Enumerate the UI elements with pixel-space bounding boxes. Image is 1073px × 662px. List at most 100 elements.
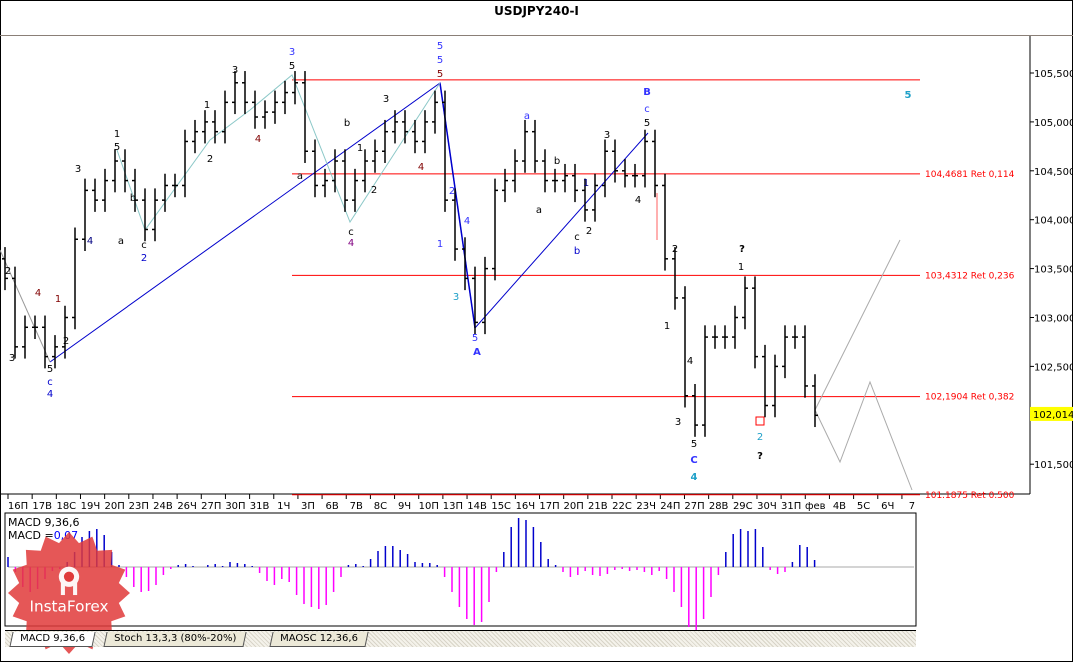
ohlc-bar — [252, 90, 258, 129]
wave-label: 5 — [437, 41, 443, 52]
target-marker — [755, 416, 765, 426]
ohlc-bar — [282, 80, 288, 115]
tab-stoch[interactable]: Stoch 13,3,3 (80%-20%) — [103, 632, 247, 647]
ohlc-bar — [72, 227, 78, 330]
ohlc-bar — [792, 325, 798, 349]
ohlc-bar — [602, 139, 608, 198]
current-price-label: 102,014 — [1033, 410, 1073, 421]
time-tick-label: 7В — [350, 501, 363, 512]
wave-label: C — [690, 455, 697, 466]
wave-label: 4 — [47, 389, 53, 400]
ohlc-bar — [642, 129, 648, 188]
time-tick-label: 6Ч — [881, 501, 894, 512]
ohlc-bar — [632, 163, 638, 188]
ohlc-bar — [722, 325, 728, 349]
ohlc-bar — [782, 325, 788, 379]
wave-label: 3 — [675, 417, 681, 428]
ohlc-bar — [562, 163, 568, 193]
ohlc-bar — [612, 139, 618, 183]
wave-label: 3 — [75, 164, 81, 175]
wave-label: 1 — [55, 294, 61, 305]
tab-macd[interactable]: MACD 9,36,6 — [9, 632, 96, 647]
time-tick-label: 26Ч — [177, 501, 197, 512]
wave-label: 4 — [418, 162, 424, 173]
time-tick-label: фев — [805, 501, 826, 512]
wave-label: a — [524, 111, 530, 122]
wave-label: 2 — [757, 432, 763, 443]
wave-label: 2 — [207, 154, 213, 165]
ohlc-bar — [312, 139, 318, 198]
ohlc-bar — [412, 119, 418, 154]
time-tick-label: 20П — [564, 501, 584, 512]
wave-line — [0, 249, 51, 363]
ohlc-bar — [592, 173, 598, 222]
watermark-text: InstaForex — [29, 597, 108, 615]
ohlc-bar — [742, 276, 748, 330]
time-tick-label: 7 — [909, 501, 915, 512]
tab-maosc[interactable]: MAOSC 12,36,6 — [269, 632, 369, 647]
time-tick-label: 29С — [733, 501, 753, 512]
wave-label: 2 — [63, 336, 69, 347]
wave-label: 2 — [672, 244, 678, 255]
ohlc-bar — [712, 325, 718, 349]
fib-level-label: 103,4312 Ret 0,236 — [925, 271, 1015, 281]
price-tick-label: 105,000 — [1034, 118, 1073, 129]
ohlc-bar — [152, 188, 158, 242]
ohlc-bar — [132, 168, 138, 212]
ohlc-bar — [352, 168, 358, 212]
wave-label: 5 — [47, 364, 53, 375]
ohlc-bar — [372, 139, 378, 173]
time-tick-label: 17П — [539, 501, 559, 512]
ohlc-bar — [652, 129, 658, 198]
ohlc-bar — [492, 178, 498, 281]
time-tick-label: 30Ч — [757, 501, 777, 512]
ohlc-bar — [422, 110, 428, 154]
wave-label: ? — [739, 244, 745, 255]
ohlc-bar — [442, 90, 448, 212]
ohlc-bar — [622, 159, 628, 188]
price-tick-label: 102,500 — [1034, 362, 1073, 373]
ohlc-bar — [662, 173, 668, 271]
wave-label: ? — [757, 451, 763, 462]
ohlc-bar — [382, 119, 388, 163]
time-tick-label: 30П — [225, 501, 245, 512]
time-tick-label: 27П — [201, 501, 221, 512]
wave-label: 1 — [583, 178, 589, 189]
ohlc-bar — [512, 149, 518, 193]
fib-level-label: 104,4681 Ret 0,114 — [925, 170, 1015, 180]
fib-level-label: 101.1875 Ret 0.500 — [925, 491, 1015, 501]
time-tick-label: 31П — [781, 501, 801, 512]
ohlc-bar — [762, 344, 768, 418]
fib-level-label: 102,1904 Ret 0,382 — [925, 393, 1014, 403]
ohlc-bar — [142, 188, 148, 242]
ohlc-bar — [402, 110, 408, 144]
wave-label: b — [344, 118, 350, 129]
ohlc-bar — [262, 100, 268, 129]
time-tick-label: 22С — [612, 501, 632, 512]
time-tick-label: 18С — [56, 501, 76, 512]
wave-label: c — [348, 227, 354, 238]
price-tick-label: 101,500 — [1034, 460, 1073, 471]
price-tick-label: 104,500 — [1034, 167, 1073, 178]
ohlc-bar — [232, 71, 238, 115]
time-tick-label: 16П — [8, 501, 28, 512]
wave-label: 3 — [383, 94, 389, 105]
wave-label: 4 — [348, 238, 354, 249]
ohlc-bar — [522, 119, 528, 173]
time-tick-label: 15С — [491, 501, 511, 512]
ohlc-bar — [682, 286, 688, 408]
wave-label: 4 — [87, 236, 93, 247]
ohlc-bar — [52, 335, 58, 369]
forecast-line — [814, 380, 913, 491]
wave-label: 5 — [114, 142, 120, 153]
time-tick-label: 24В — [153, 501, 173, 512]
ohlc-bar — [222, 90, 228, 144]
indicator-tabs: MACD 9,36,6 Stoch 13,3,3 (80%-20%) MAOSC… — [5, 630, 916, 647]
wave-label: 1 — [357, 143, 363, 154]
ohlc-bar — [122, 149, 128, 193]
price-tick-label: 105,500 — [1034, 69, 1073, 80]
macd-panel — [4, 512, 917, 627]
ohlc-bar — [302, 71, 308, 163]
ohlc-bar — [432, 90, 438, 134]
